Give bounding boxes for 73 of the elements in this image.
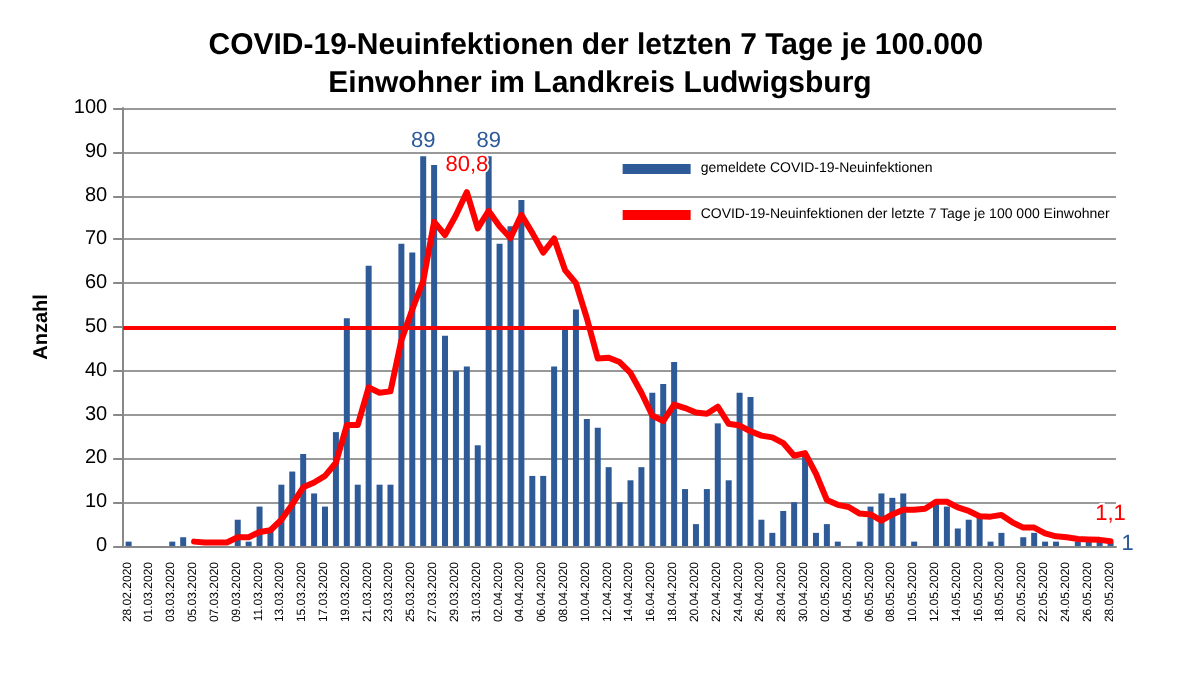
bar <box>671 362 678 546</box>
y-tick-label: 100 <box>73 97 109 119</box>
y-tick-label: 90 <box>84 140 109 163</box>
y-tick-label: 30 <box>84 403 109 426</box>
bar <box>180 537 187 546</box>
bar <box>572 309 579 546</box>
bar <box>703 489 710 546</box>
bar <box>387 484 394 546</box>
bar <box>431 164 438 546</box>
bar <box>998 532 1005 546</box>
bar <box>823 524 830 546</box>
bar <box>605 467 612 546</box>
bar <box>474 445 481 546</box>
y-tick-label: 50 <box>84 316 109 338</box>
bar <box>583 418 590 546</box>
bar <box>932 502 939 546</box>
data-label: 1 <box>1121 531 1134 556</box>
bar <box>442 335 449 546</box>
bar <box>714 423 721 546</box>
bar <box>954 528 961 546</box>
y-tick-label: 70 <box>84 228 109 251</box>
bar <box>398 243 405 546</box>
bar <box>943 506 950 546</box>
bar <box>354 484 361 546</box>
data-label: 89 <box>476 129 501 154</box>
bar <box>507 226 514 546</box>
bar <box>736 392 743 546</box>
bar <box>1020 537 1027 546</box>
bar <box>1031 532 1038 546</box>
bar <box>791 502 798 546</box>
bar <box>452 370 459 546</box>
bar <box>682 489 689 546</box>
bar <box>551 366 558 546</box>
bar <box>365 265 372 546</box>
bar <box>638 467 645 546</box>
bar <box>420 156 427 546</box>
bar <box>812 532 819 546</box>
chart-title: COVID-19-Neuinfektionen der letzten 7 Tage je 100.000 Einwohner im Landkreis Ludwigsburg <box>208 28 992 100</box>
bar <box>311 493 318 546</box>
bar <box>660 383 667 546</box>
bar <box>627 480 634 546</box>
bar <box>496 243 503 546</box>
bar <box>802 454 809 546</box>
bar <box>769 532 776 546</box>
y-tick-label: 80 <box>84 184 109 207</box>
bar <box>376 484 383 546</box>
bar <box>540 475 547 546</box>
bar <box>965 519 972 546</box>
bar <box>562 327 569 546</box>
bar <box>518 199 525 546</box>
bar <box>343 318 350 546</box>
bar <box>322 506 329 546</box>
y-tick-label: 60 <box>84 272 109 295</box>
bar <box>758 519 765 546</box>
data-label: 1,1 <box>1095 502 1126 527</box>
y-tick-label: 40 <box>84 359 109 382</box>
bar <box>409 252 416 546</box>
bar <box>725 480 732 546</box>
bar <box>747 397 754 546</box>
bar <box>463 366 470 546</box>
bar <box>692 524 699 546</box>
data-label: 89 <box>410 129 436 154</box>
y-tick-label: 20 <box>84 447 109 470</box>
bar <box>594 427 601 546</box>
bar <box>616 502 623 546</box>
bar <box>529 475 536 546</box>
y-tick-label: 0 <box>96 535 109 557</box>
bar <box>485 156 492 546</box>
y-axis-title: Anzahl <box>31 293 53 360</box>
bar <box>780 510 787 546</box>
bar <box>649 392 656 546</box>
bar <box>300 454 307 546</box>
y-tick-label: 10 <box>84 491 109 514</box>
